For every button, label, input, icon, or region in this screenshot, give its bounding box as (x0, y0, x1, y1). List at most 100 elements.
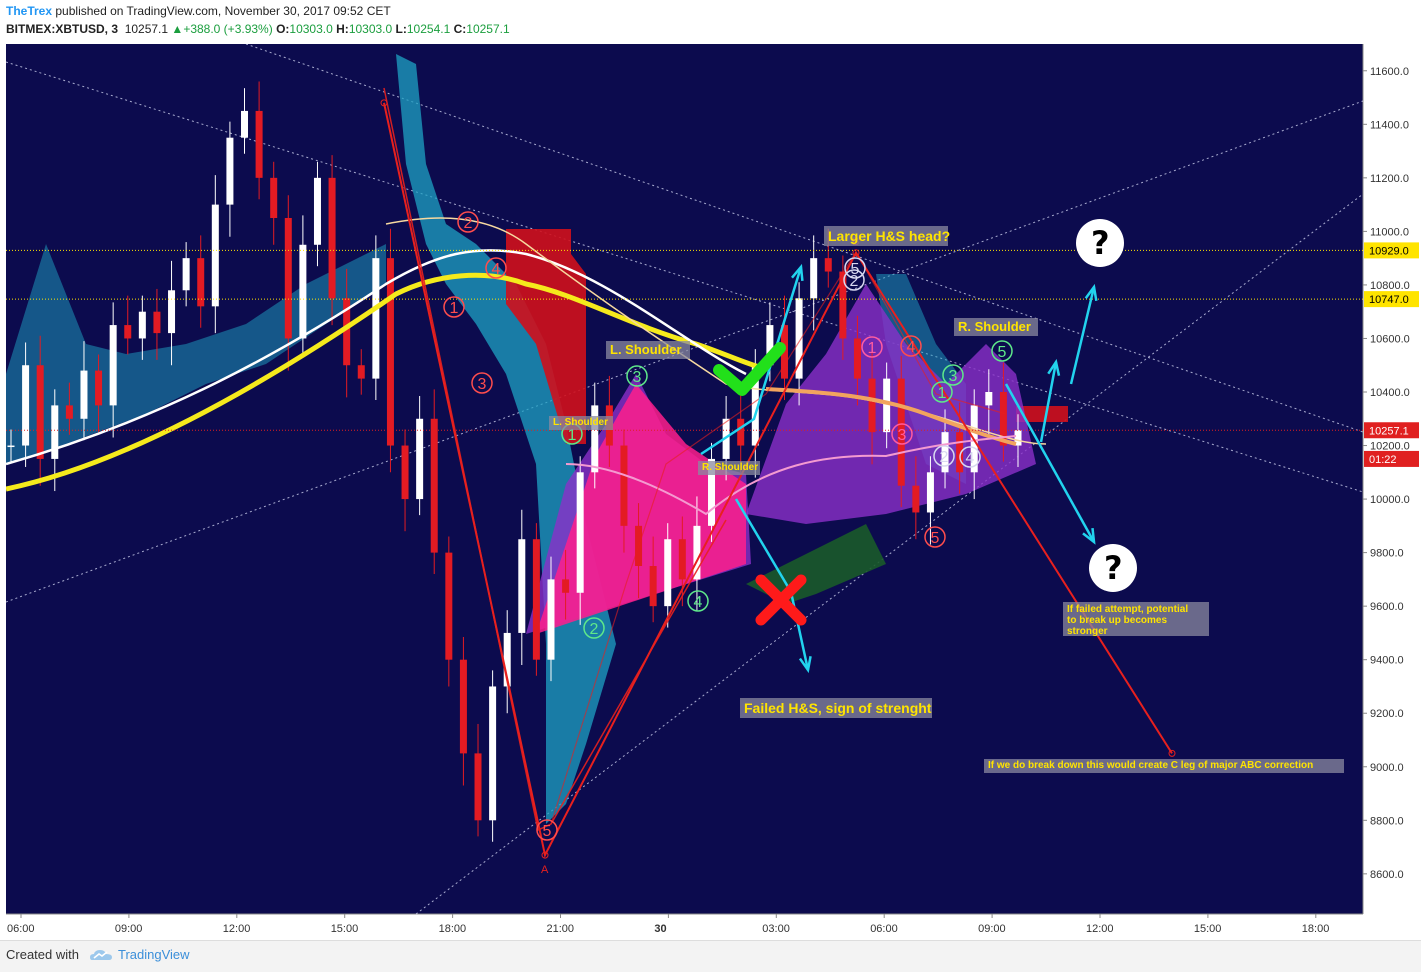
price-markers: 10929.0 10747.0 10257.1 01:22 (6, 242, 1419, 467)
low-label: L: (395, 22, 407, 36)
wave-circle (485, 257, 507, 279)
price-marker-tag (1364, 422, 1419, 439)
trendline (415, 193, 1364, 915)
candle-body (197, 258, 205, 307)
wave-circle (687, 590, 709, 612)
question-mark-glyph: ? (1104, 549, 1123, 587)
wave-circle (991, 340, 1013, 362)
wave-circle (931, 381, 953, 403)
arrow-down-right-head (1082, 527, 1096, 545)
tradingview-logo-icon[interactable] (88, 947, 114, 963)
cloud-band (396, 54, 616, 824)
price-chart[interactable]: 10929.0 10747.0 10257.1 01:22 AB 1 2 3 4 5 1 2 3 4 5… (6, 44, 1420, 940)
candle-body (474, 753, 482, 821)
x-tick-label: 12:00 (223, 923, 251, 935)
x-tick-label: 15:00 (331, 923, 359, 935)
candle-body (109, 325, 117, 406)
wave-label: 1 (938, 385, 947, 402)
y-tick-label: 10200.0 (1370, 441, 1410, 453)
candle-body (459, 659, 467, 754)
abc-point (852, 249, 860, 257)
candle-body (708, 458, 716, 526)
y-tick-label: 10400.0 (1370, 387, 1410, 399)
wave-label: 5 (998, 344, 1007, 361)
abc-label: A (541, 864, 549, 876)
x-tick-label: 09:00 (115, 923, 143, 935)
x-tick-label: 18:00 (1302, 923, 1330, 935)
question-mark-glyph: ? (1091, 224, 1110, 262)
arrow-down-left-head (798, 656, 812, 674)
trendlines (6, 44, 1364, 915)
tradingview-brand[interactable]: TradingView (118, 947, 190, 962)
candle-body (883, 378, 891, 433)
wave-circle (471, 372, 493, 394)
candle-body (576, 472, 584, 593)
abc-correction: AB (380, 87, 1176, 876)
annotation-box (1063, 602, 1209, 636)
candle-body (80, 370, 88, 419)
candle-body (270, 177, 278, 218)
ma-white (6, 249, 747, 466)
wave-circle (942, 364, 964, 386)
ma-orange (765, 387, 1017, 446)
trendline (245, 44, 1364, 433)
candle-body (489, 686, 497, 821)
wave-circle (861, 336, 883, 358)
last-price: 10257.1 (124, 22, 169, 36)
annotation-line: stronger (1067, 626, 1108, 637)
author-name[interactable]: TheTrex (6, 4, 53, 18)
annotation-text: L. Shoulder (553, 417, 608, 428)
y-tick-label: 8800.0 (1370, 815, 1404, 827)
candle-body (839, 271, 847, 339)
ma-pink (565, 435, 1017, 516)
wave-circle (844, 257, 866, 279)
y-tick-label: 11200.0 (1370, 173, 1409, 185)
candle-body (532, 539, 540, 660)
annotation-text: Larger H&S head? (828, 228, 950, 244)
candle-body (912, 485, 920, 513)
annotation-box (698, 461, 760, 475)
cloud-red-right (1016, 406, 1068, 422)
y-tick-label: 8600.0 (1370, 869, 1404, 881)
arrow-down-right (1004, 383, 1096, 543)
wave-circle (457, 211, 479, 233)
candle-body (386, 258, 394, 446)
wave-label: 4 (492, 261, 501, 278)
candle-body (824, 258, 832, 272)
arrow-up-left-head (791, 263, 804, 282)
candle-body (503, 632, 511, 687)
candle-body (343, 298, 351, 366)
x-tick-label: 21:00 (547, 923, 575, 935)
wave-label: 2 (850, 273, 859, 290)
arrow-up-mid-head (1047, 358, 1061, 376)
close-value: 10257.1 (466, 22, 510, 36)
price-marker-label: 10929.0 (1369, 245, 1409, 257)
high-value: 10303.0 (348, 22, 393, 36)
abc-point (1168, 749, 1176, 757)
annotation-text: If failed attempt, potential to break up … (1067, 604, 1188, 637)
candle-body (36, 365, 44, 459)
candle-body (7, 445, 15, 448)
candle-body (430, 418, 438, 553)
candle-body (810, 258, 818, 299)
x-tick-label: 18:00 (439, 923, 467, 935)
candle-body (445, 552, 453, 660)
candle-body (620, 445, 628, 526)
arrow-up-mid (1039, 361, 1058, 443)
x-tick-label: 06:00 (870, 923, 898, 935)
up-arrow-icon: ▲ (171, 22, 184, 36)
annotation-box (984, 759, 1344, 773)
annotation-box (740, 698, 932, 718)
y-tick-label: 9600.0 (1370, 601, 1404, 613)
x-tick-label: 15:00 (1194, 923, 1222, 935)
wave-label: 1 (868, 340, 877, 357)
candle-body (299, 244, 307, 339)
candle-body (22, 365, 30, 446)
wave-label: 1 (450, 300, 459, 317)
price-marker-label: 10257.1 (1369, 425, 1409, 437)
close-label: C: (453, 22, 467, 36)
wave-label: 5 (543, 823, 552, 840)
annotation-box (824, 226, 948, 246)
candle-body (1014, 430, 1022, 446)
